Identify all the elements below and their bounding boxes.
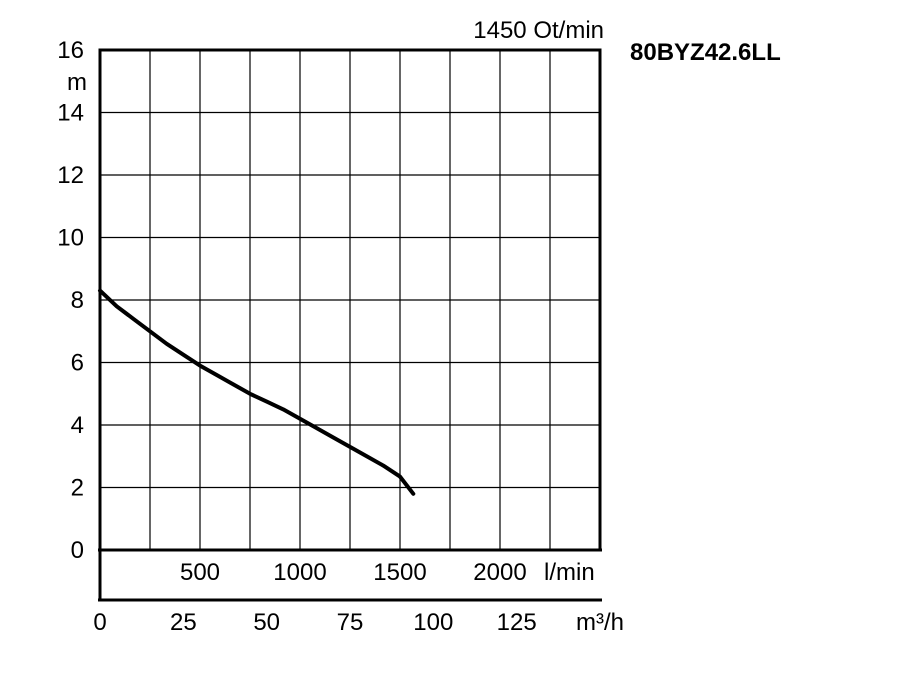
head-flow-curve: [98, 288, 416, 496]
chart-title: 80BYZ42.6LL: [630, 39, 781, 66]
y-tick-label: 4: [71, 412, 84, 439]
y-tick-labels: 0 2 4 6 8 10 12 14 16: [57, 37, 84, 564]
x-lmin-tick-label: 500: [180, 559, 220, 586]
x-lmin-tick-label: 1000: [273, 559, 326, 586]
y-axis-unit-label: m: [67, 69, 87, 96]
x-m3h-tick-label: 125: [497, 609, 537, 636]
x-m3h-tick-label: 50: [253, 609, 280, 636]
y-tick-label: 14: [57, 100, 84, 127]
y-tick-label: 2: [71, 475, 84, 502]
x-lmin-tick-label: 1500: [373, 559, 426, 586]
y-tick-label: 6: [71, 350, 84, 377]
grid-lines: [100, 50, 600, 550]
x-lmin-tick-label: 2000: [473, 559, 526, 586]
x-m3h-tick-labels: 0 25 50 75 100 125: [93, 609, 536, 636]
x-lmin-tick-labels: 500 1000 1500 2000: [180, 559, 527, 586]
x-lmin-unit-label: l/min: [544, 559, 595, 586]
y-tick-label: 10: [57, 225, 84, 252]
x-m3h-unit-label: m³/h: [576, 609, 624, 636]
x-m3h-tick-label: 100: [413, 609, 453, 636]
x-m3h-tick-label: 0: [93, 609, 106, 636]
y-tick-label: 12: [57, 162, 84, 189]
speed-label: 1450 Ot/min: [473, 17, 604, 44]
y-tick-label: 8: [71, 287, 84, 314]
x-m3h-tick-label: 75: [337, 609, 364, 636]
y-tick-label: 16: [57, 37, 84, 64]
x-m3h-tick-label: 25: [170, 609, 197, 636]
y-tick-label: 0: [71, 537, 84, 564]
